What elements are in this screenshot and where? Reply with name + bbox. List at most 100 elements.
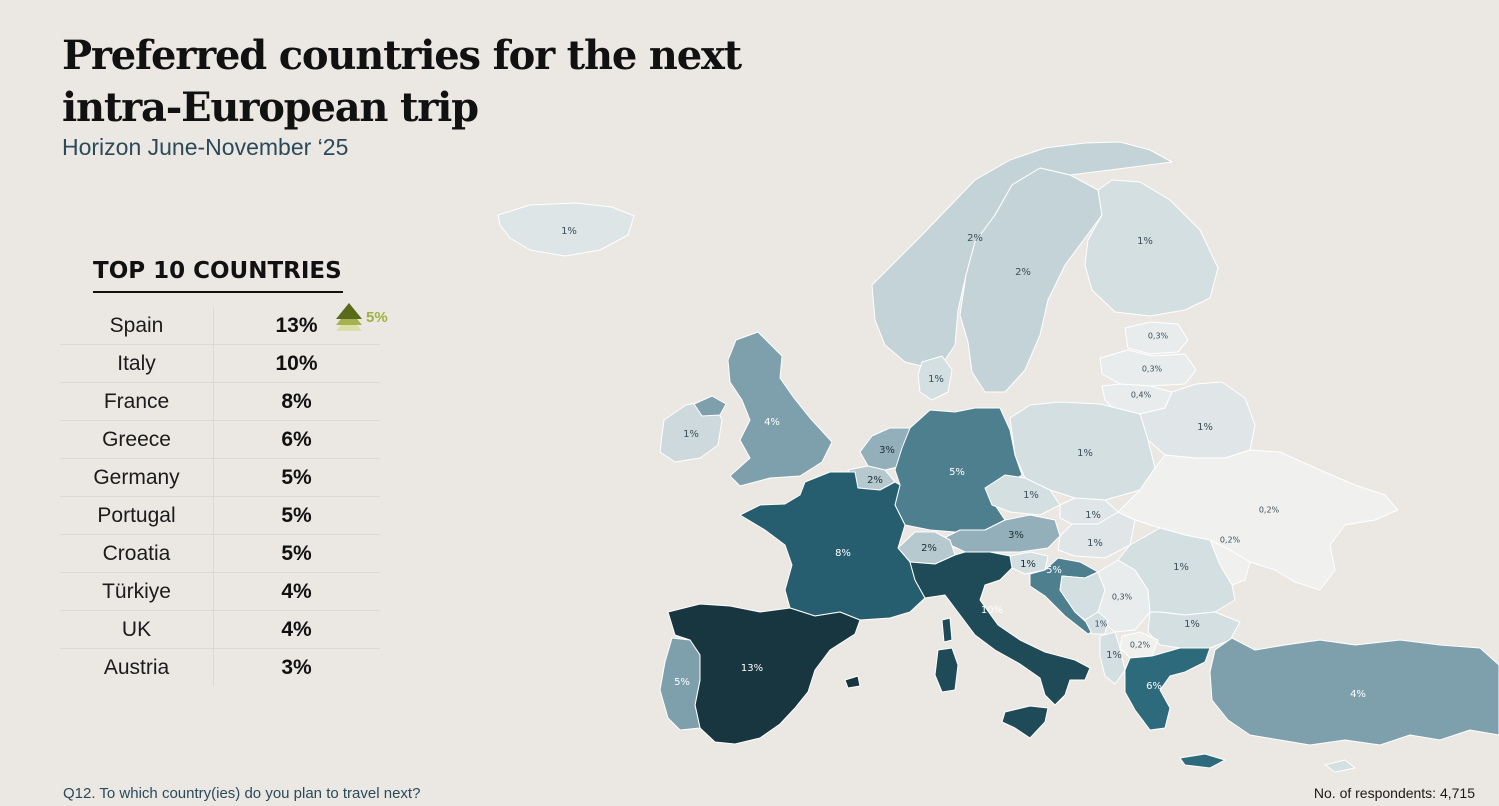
trend-indicator: 5%: [335, 301, 388, 333]
country-france: [739, 471, 926, 621]
country-name: Italy: [60, 345, 214, 382]
top10-rows: Spain 13% 5% Italy 10% France 8% Greece …: [60, 303, 390, 686]
map-label-france: 8%: [835, 548, 851, 559]
island-cyprus: [1324, 759, 1356, 773]
map-label-lithuania: 0,4%: [1131, 391, 1152, 400]
country-value: 4%: [281, 579, 312, 603]
country-name: Germany: [60, 459, 214, 496]
table-row: UK 4%: [60, 611, 380, 649]
trend-up-icon: [336, 303, 362, 331]
table-row: Portugal 5%: [60, 497, 380, 535]
europe-map: 1% 2% 2% 1% 0,3% 0,3% 0,4% 1% 1% 4% 3% 2…: [497, 141, 1499, 773]
country-uk: [727, 331, 833, 487]
title-line-1: Preferred countries for the next: [62, 32, 742, 79]
map-label-switzerland: 2%: [921, 543, 937, 554]
island-sardinia: [934, 647, 959, 693]
country-denmark: [917, 355, 953, 401]
table-row: Türkiye 4%: [60, 573, 380, 611]
country-hungary: [1057, 511, 1136, 559]
country-value: 5%: [281, 541, 312, 565]
map-label-sweden: 2%: [1015, 267, 1031, 278]
island-corsica: [941, 617, 953, 643]
map-label-iceland: 1%: [561, 226, 577, 237]
map-label-finland: 1%: [1137, 236, 1153, 247]
chart-title: Preferred countries for the next intra-E…: [62, 30, 762, 134]
map-label-portugal: 5%: [674, 677, 690, 688]
table-row: Germany 5%: [60, 459, 380, 497]
map-label-denmark: 1%: [928, 374, 944, 385]
island-crete: [1179, 753, 1226, 769]
map-label-montenegro: 1%: [1095, 620, 1108, 629]
country-estonia: [1124, 321, 1189, 355]
country-value: 8%: [281, 389, 312, 413]
country-name: Austria: [60, 649, 214, 686]
country-name: Greece: [60, 421, 214, 458]
table-row: Austria 3%: [60, 649, 380, 686]
map-label-bulgaria: 1%: [1184, 619, 1200, 630]
trend-label: 5%: [366, 308, 388, 326]
country-name: UK: [60, 611, 214, 648]
country-albania: [1099, 631, 1126, 685]
table-row: Italy 10%: [60, 345, 380, 383]
map-label-estonia: 0,3%: [1148, 332, 1169, 341]
map-label-belarus: 1%: [1197, 422, 1213, 433]
map-label-greece: 6%: [1146, 681, 1162, 692]
map-label-slovenia: 1%: [1020, 559, 1036, 570]
respondent-count: No. of respondents: 4,715: [1313, 785, 1475, 801]
table-row: France 8%: [60, 383, 380, 421]
title-line-2: intra-European trip: [62, 84, 479, 131]
map-label-poland: 1%: [1077, 448, 1093, 459]
map-label-romania: 1%: [1173, 562, 1189, 573]
top10-heading: TOP 10 COUNTRIES: [93, 258, 343, 293]
country-value: 3%: [281, 655, 312, 679]
subtitle: Horizon June-November ‘25: [62, 134, 349, 160]
country-value: 4%: [281, 617, 312, 641]
table-row: Croatia 5%: [60, 535, 380, 573]
country-name: Croatia: [60, 535, 214, 572]
country-sweden: [959, 167, 1103, 393]
island-sicily: [1001, 705, 1049, 739]
country-finland: [1084, 179, 1219, 317]
map-label-latvia: 0,3%: [1142, 365, 1163, 374]
map-label-luxembourg: 2%: [867, 475, 883, 486]
country-iceland: [497, 202, 635, 257]
country-name: France: [60, 383, 214, 420]
top10-table: TOP 10 COUNTRIES Spain 13% 5% Italy 10% …: [60, 258, 390, 686]
country-latvia: [1099, 349, 1197, 387]
country-name: Spain: [60, 307, 214, 344]
map-labels: 1% 2% 2% 1% 0,3% 0,3% 0,4% 1% 1% 4% 3% 2…: [561, 226, 1366, 700]
map-label-moldova: 0,2%: [1220, 536, 1241, 545]
map-label-norway: 2%: [967, 233, 983, 244]
map-label-germany: 5%: [949, 467, 965, 478]
table-row: Greece 6%: [60, 421, 380, 459]
map-label-austria: 3%: [1008, 530, 1024, 541]
country-montenegro: [1084, 611, 1109, 635]
map-label-spain: 13%: [741, 663, 763, 674]
map-label-benelux: 3%: [879, 445, 895, 456]
country-value: 10%: [275, 351, 318, 375]
map-label-hungary: 1%: [1087, 538, 1103, 549]
map-label-turkiye: 4%: [1350, 689, 1366, 700]
country-value: 6%: [281, 427, 312, 451]
map-label-czechia: 1%: [1023, 490, 1039, 501]
map-label-albania: 1%: [1106, 650, 1122, 661]
map-label-ireland: 1%: [683, 429, 699, 440]
map-label-croatia: 5%: [1046, 565, 1062, 576]
country-name: Portugal: [60, 497, 214, 534]
country-northern-ireland: [693, 395, 727, 417]
country-value: 5%: [281, 465, 312, 489]
survey-question: Q12. To which country(ies) do you plan t…: [63, 785, 421, 802]
country-turkiye: [1209, 637, 1499, 746]
table-row: Spain 13% 5%: [60, 303, 388, 345]
country-greece: [1124, 647, 1211, 731]
map-label-ukraine: 0,2%: [1259, 506, 1280, 515]
country-value: 5%: [281, 503, 312, 527]
country-portugal: [659, 637, 701, 731]
map-label-macedonia: 0,2%: [1130, 641, 1151, 650]
map-label-uk: 4%: [764, 417, 780, 428]
map-label-italy: 10%: [981, 605, 1003, 616]
map-label-serbia: 0,3%: [1112, 593, 1133, 602]
island-balearic: [844, 675, 861, 689]
map-label-slovakia: 1%: [1085, 510, 1101, 521]
country-value: 13%: [275, 313, 318, 337]
